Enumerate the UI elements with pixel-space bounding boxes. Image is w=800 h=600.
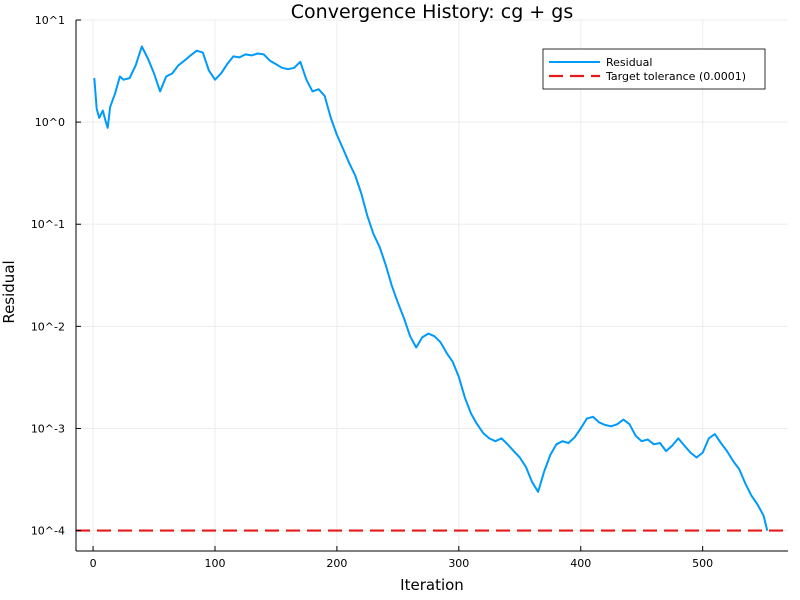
legend-box bbox=[542, 48, 766, 90]
axes: 0 100 200 300 400 500 10^1 10^0 10^-1 10^-2 10^-3 1… bbox=[31, 14, 788, 570]
x-tick-label: 0 bbox=[90, 557, 97, 570]
y-axis-label: Residual bbox=[0, 260, 18, 323]
x-tick-label: 200 bbox=[326, 557, 347, 570]
y-tick-label: 10^-4 bbox=[31, 525, 65, 538]
y-tick-label: 10^0 bbox=[35, 116, 65, 129]
x-tick-label: 500 bbox=[692, 557, 713, 570]
y-tick-label: 10^-3 bbox=[31, 422, 65, 435]
legend-label-residual: Residual bbox=[606, 56, 652, 69]
chart-title: Convergence History: cg + gs bbox=[291, 1, 573, 23]
plot-area bbox=[76, 45, 788, 532]
x-tick-label: 400 bbox=[570, 557, 591, 570]
residual-line bbox=[93, 45, 769, 531]
y-tick-label: 10^-2 bbox=[31, 320, 65, 333]
y-tick-label: 10^1 bbox=[35, 14, 65, 27]
x-tick-label: 300 bbox=[448, 557, 469, 570]
x-tick-label: 100 bbox=[204, 557, 225, 570]
legend-label-target: Target tolerance (0.0001) bbox=[605, 70, 746, 83]
y-tick-label: 10^-1 bbox=[31, 218, 65, 231]
x-axis-label: Iteration bbox=[400, 576, 464, 594]
